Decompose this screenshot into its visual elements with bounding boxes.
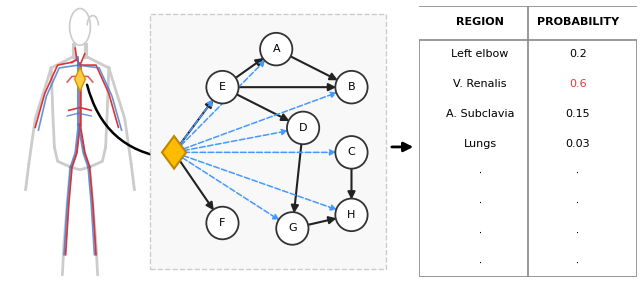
Text: H: H xyxy=(348,210,356,220)
Circle shape xyxy=(335,71,367,104)
Text: PROBABILITY: PROBABILITY xyxy=(537,17,619,27)
Text: G: G xyxy=(288,224,297,233)
Text: C: C xyxy=(348,147,355,157)
Text: Left elbow: Left elbow xyxy=(451,50,509,59)
Text: A: A xyxy=(273,44,280,54)
Text: V. Renalis: V. Renalis xyxy=(453,79,507,89)
Text: ⋅: ⋅ xyxy=(479,258,482,267)
Text: ⋅: ⋅ xyxy=(479,198,482,208)
Circle shape xyxy=(260,33,292,65)
Text: ⋅: ⋅ xyxy=(577,258,580,267)
Text: ⋅: ⋅ xyxy=(577,228,580,238)
Text: 0.2: 0.2 xyxy=(569,50,587,59)
Circle shape xyxy=(335,199,367,231)
Text: B: B xyxy=(348,82,355,92)
Text: ⋅: ⋅ xyxy=(479,228,482,238)
Text: A. Subclavia: A. Subclavia xyxy=(446,109,515,119)
Text: D: D xyxy=(299,123,307,133)
Text: 0.6: 0.6 xyxy=(569,79,587,89)
Text: F: F xyxy=(220,218,226,228)
Circle shape xyxy=(70,8,90,45)
Text: ⋅: ⋅ xyxy=(479,168,482,178)
FancyBboxPatch shape xyxy=(150,14,387,269)
Circle shape xyxy=(287,112,319,144)
Text: REGION: REGION xyxy=(456,17,504,27)
Text: ⋅: ⋅ xyxy=(577,168,580,178)
Text: Lungs: Lungs xyxy=(463,139,497,149)
Polygon shape xyxy=(75,67,85,91)
Text: 0.15: 0.15 xyxy=(566,109,590,119)
Text: 0.03: 0.03 xyxy=(566,139,590,149)
Circle shape xyxy=(335,136,367,169)
Polygon shape xyxy=(162,136,186,169)
Circle shape xyxy=(206,71,239,104)
Bar xyxy=(419,6,637,40)
Circle shape xyxy=(276,212,308,245)
Text: E: E xyxy=(219,82,226,92)
Circle shape xyxy=(206,207,239,239)
Text: ⋅: ⋅ xyxy=(577,198,580,208)
